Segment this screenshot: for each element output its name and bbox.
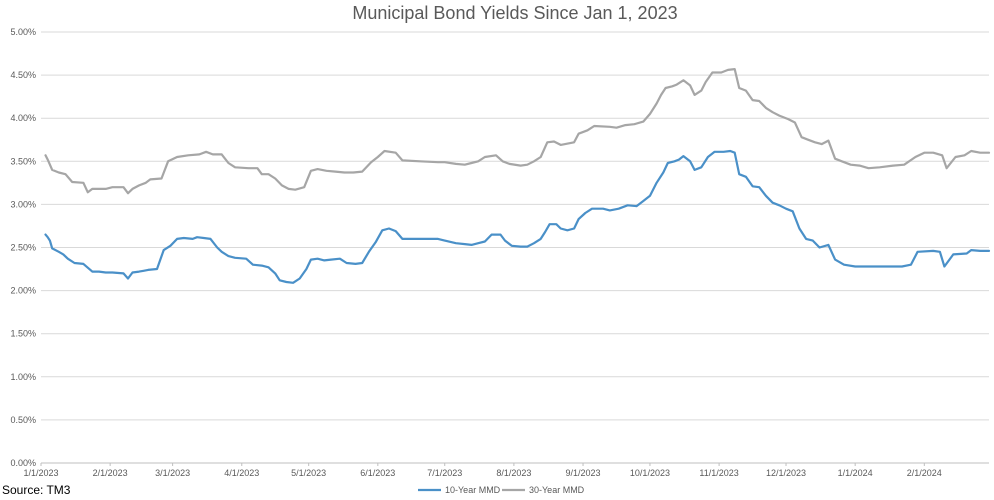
series-line-10-year <box>44 149 991 284</box>
x-tick-label: 1/1/2023 <box>23 468 58 478</box>
y-tick-label: 0.50% <box>10 415 36 425</box>
y-tick-label: 4.50% <box>10 70 36 80</box>
x-tick-label: 2/1/2024 <box>907 468 942 478</box>
x-tick-label: 6/1/2023 <box>360 468 395 478</box>
x-tick-label: 4/1/2023 <box>224 468 259 478</box>
x-tick-label: 7/1/2023 <box>427 468 462 478</box>
source-note: Source: TM3 <box>2 483 71 497</box>
x-tick-label: 3/1/2023 <box>155 468 190 478</box>
y-tick-label: 2.50% <box>10 243 36 253</box>
y-tick-label: 3.50% <box>10 156 36 166</box>
x-tick-label: 2/1/2023 <box>93 468 128 478</box>
x-tick-label: 12/1/2023 <box>766 468 806 478</box>
y-tick-label: 0.00% <box>10 458 36 468</box>
x-tick-label: 1/1/2024 <box>838 468 873 478</box>
y-tick-label: 2.00% <box>10 286 36 296</box>
chart-title: Municipal Bond Yields Since Jan 1, 2023 <box>352 3 677 23</box>
y-tick-label: 4.00% <box>10 113 36 123</box>
x-tick-label: 5/1/2023 <box>291 468 326 478</box>
series-line-30-year <box>44 68 991 195</box>
legend-label: 10-Year MMD <box>445 485 501 495</box>
y-tick-label: 5.00% <box>10 27 36 37</box>
y-tick-label: 1.50% <box>10 329 36 339</box>
x-tick-label: 10/1/2023 <box>630 468 670 478</box>
x-tick-label: 9/1/2023 <box>566 468 601 478</box>
x-tick-label: 11/1/2023 <box>699 468 738 478</box>
legend-label: 30-Year MMD <box>529 485 585 495</box>
y-tick-label: 1.00% <box>10 372 36 382</box>
x-tick-label: 8/1/2023 <box>496 468 531 478</box>
y-tick-label: 3.00% <box>10 199 36 209</box>
